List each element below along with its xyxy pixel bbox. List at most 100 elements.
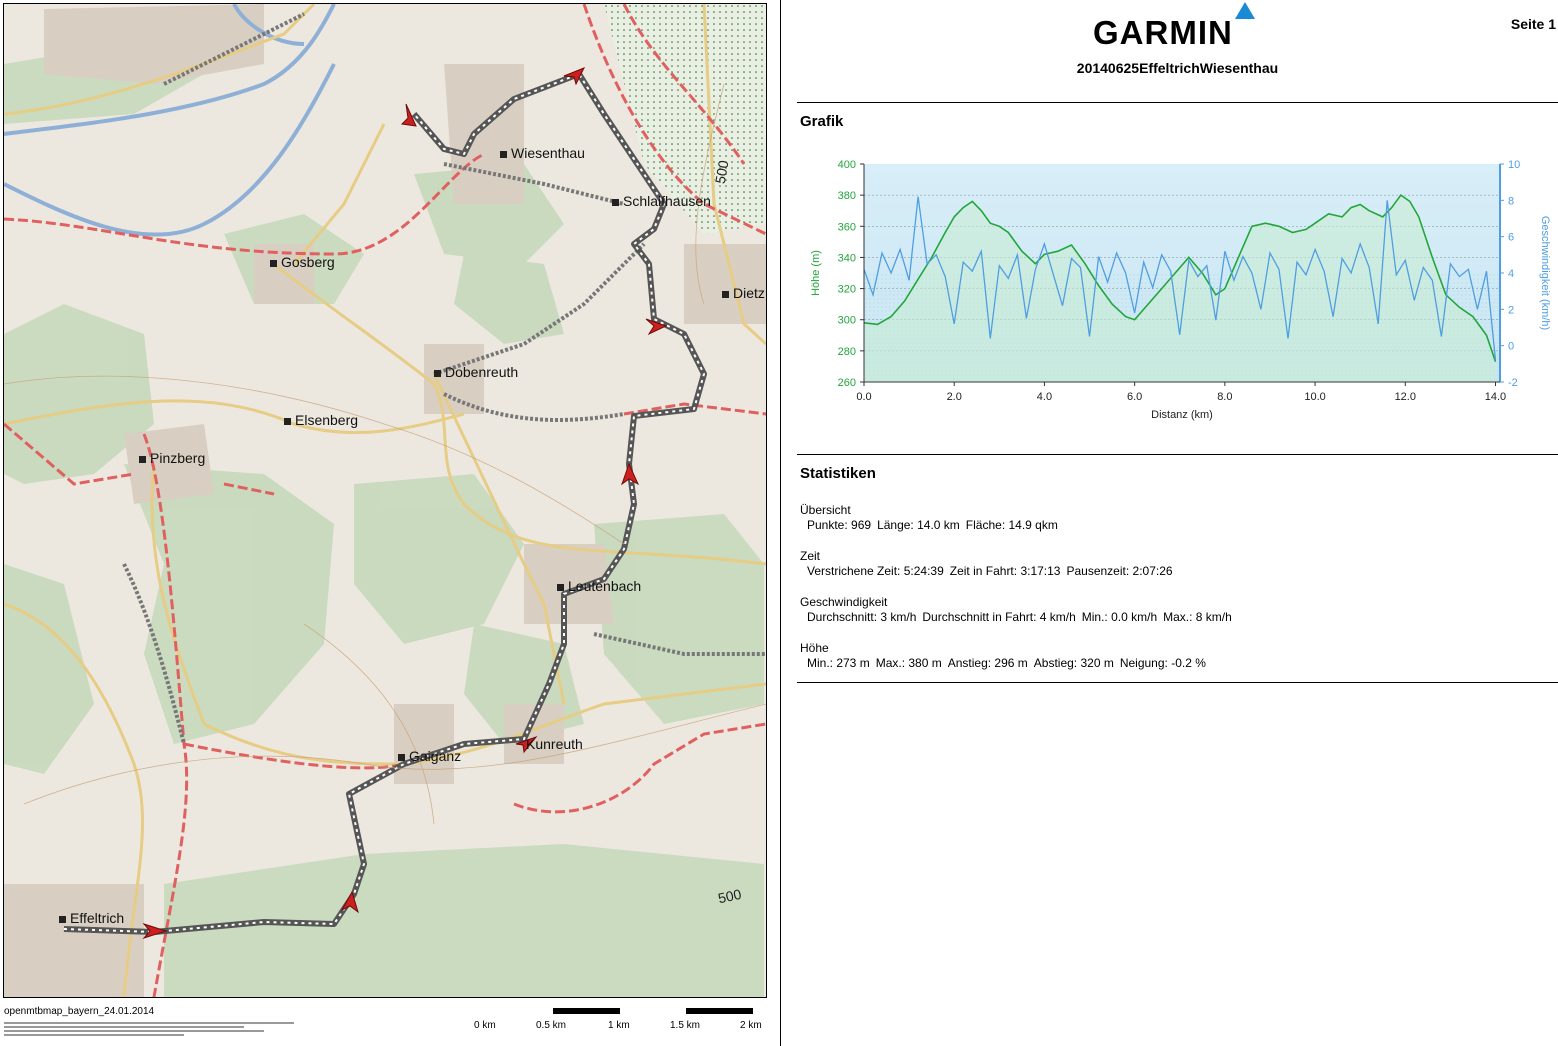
x-tick-label: 2.0 [947, 391, 962, 403]
scale-bar: 0 km 0.5 km 1 km 1.5 km 2 km [450, 1008, 768, 1042]
x-tick-label: 14.0 [1485, 391, 1506, 403]
scale-segment [686, 1008, 753, 1014]
place-label: Dietz [722, 285, 765, 301]
place-marker-icon [557, 583, 564, 591]
place-label: Kunreuth [526, 736, 583, 752]
topographic-map[interactable]: Wiesenthau Schlaifhausen Gosberg Dietz D… [3, 3, 767, 998]
stat-heading: Geschwindigkeit [800, 595, 888, 609]
stat-value: Punkte: 969 [807, 518, 872, 532]
place-marker-icon [500, 150, 507, 158]
place-label: Gosberg [270, 254, 335, 270]
map-canvas [4, 4, 766, 997]
place-marker-icon [434, 369, 441, 377]
graph-heading: Grafik [800, 113, 844, 130]
stat-value: Min.: 0.0 km/h [1081, 610, 1158, 624]
settlements [4, 4, 766, 997]
x-tick-label: 4.0 [1037, 391, 1052, 403]
stats-elevation: Höhe Min.: 273 m Max.: 380 m Anstieg: 296 … [800, 641, 1212, 670]
place-label: Effeltrich [59, 910, 124, 926]
place-label: Elsenberg [284, 412, 358, 428]
marked-trails [4, 4, 766, 997]
panel-divider [780, 0, 781, 1046]
scale-label: 2 km [740, 1020, 762, 1031]
stats-speed: Geschwindigkeit Durchschnitt: 3 km/h Durc… [800, 595, 1238, 624]
tracks [122, 12, 766, 745]
y-tick-label: 380 [838, 190, 856, 202]
place-label: Gaiganz [398, 748, 461, 764]
stat-value: Verstrichene Zeit: 5:24:39 [807, 564, 944, 578]
place-marker-icon [612, 198, 619, 206]
stat-heading: Höhe [800, 641, 829, 655]
garmin-logo: GARMIN [1093, 14, 1233, 51]
stat-heading: Zeit [800, 549, 821, 563]
elevation-line [863, 193, 1497, 363]
y2-tick-label: 10 [1508, 159, 1520, 171]
stat-value: Max.: 380 m [875, 656, 942, 670]
stats-overview: Übersicht Punkte: 969 Länge: 14.0 km Fläch… [800, 503, 1064, 532]
rivers [4, 4, 336, 237]
x-tick-label: 8.0 [1217, 391, 1232, 403]
divider-line [797, 454, 1558, 455]
y-axis-label: Höhe (m) [810, 250, 822, 296]
stat-value: Neigung: -0.2 % [1119, 656, 1206, 670]
roads [4, 4, 766, 997]
stat-value: Pausenzeit: 2:07:26 [1066, 564, 1173, 578]
scale-segment [553, 1008, 620, 1014]
y2-axis-label: Geschwindigkeit (km/h) [1539, 216, 1551, 330]
stat-value: Durchschnitt: 3 km/h [807, 610, 917, 624]
place-label: Leutenbach [557, 578, 641, 594]
stats-time: Zeit Verstrichene Zeit: 5:24:39 Zeit in F… [800, 549, 1179, 578]
scale-label: 1.5 km [670, 1020, 701, 1031]
stat-value: Durchschnitt in Fahrt: 4 km/h [922, 610, 1076, 624]
y-tick-label: 260 [838, 377, 856, 389]
stat-value: Min.: 273 m [807, 656, 870, 670]
place-marker-icon [284, 417, 291, 425]
elevation-speed-chart[interactable]: 0.0 2.0 4.0 6.0 8.0 10.0 12.0 14.0 400 380 360 340 3… [797, 150, 1558, 440]
y-tick-label: 280 [838, 346, 856, 358]
x-axis-label: Distanz (km) [1151, 409, 1213, 421]
place-marker-icon [139, 455, 146, 463]
forest-areas [4, 44, 764, 997]
map-panel: Wiesenthau Schlaifhausen Gosberg Dietz D… [0, 0, 768, 1046]
x-tick-label: 6.0 [1127, 391, 1142, 403]
x-tick-label: 10.0 [1304, 391, 1325, 403]
stat-value: Zeit in Fahrt: 3:17:13 [949, 564, 1061, 578]
scale-label: 0 km [474, 1020, 496, 1031]
scale-label: 1 km [608, 1020, 630, 1031]
map-source-label: openmtbmap_bayern_24.01.2014 [4, 1006, 155, 1017]
stat-value: Max.: 8 km/h [1163, 610, 1232, 624]
garmin-triangle-icon [1235, 2, 1255, 19]
y-tick-label: 320 [838, 284, 856, 296]
scale-label: 0.5 km [536, 1020, 567, 1031]
page-number: Seite 1 [1510, 16, 1556, 32]
place-label: Wiesenthau [500, 145, 585, 161]
forest-dotted-area [604, 4, 766, 234]
stat-heading: Übersicht [800, 503, 851, 517]
place-marker-icon [398, 753, 405, 761]
y-tick-label: 360 [838, 221, 856, 233]
stat-value: Abstieg: 320 m [1033, 656, 1114, 670]
report-panel: GARMIN Seite 1 20140625EffeltrichWiesent… [797, 0, 1558, 1046]
stat-value: Anstieg: 296 m [947, 656, 1028, 670]
place-marker-icon [270, 259, 277, 267]
place-label: Schlaifhausen [612, 193, 711, 209]
x-tick-label: 0.0 [856, 391, 871, 403]
place-label: Pinzberg [139, 450, 205, 466]
y-tick-label: 340 [838, 252, 856, 264]
y2-tick-label: 0 [1508, 341, 1514, 353]
y2-tick-label: -2 [1508, 377, 1518, 389]
place-label: Dobenreuth [434, 364, 518, 380]
y2-tick-label: 6 [1508, 232, 1514, 244]
elevation-area [864, 195, 1496, 382]
y2-tick-label: 4 [1508, 268, 1514, 280]
y-tick-label: 400 [838, 159, 856, 171]
y2-tick-label: 8 [1508, 195, 1514, 207]
activity-title: 20140625EffeltrichWiesenthau [1076, 60, 1279, 76]
contours [4, 83, 766, 825]
stats-heading: Statistiken [800, 465, 876, 482]
map-copyright-fineprint [4, 1020, 304, 1042]
place-marker-icon [59, 915, 66, 923]
y-tick-label: 300 [838, 315, 856, 327]
place-marker-icon [722, 290, 729, 298]
y2-tick-label: 2 [1508, 304, 1514, 316]
